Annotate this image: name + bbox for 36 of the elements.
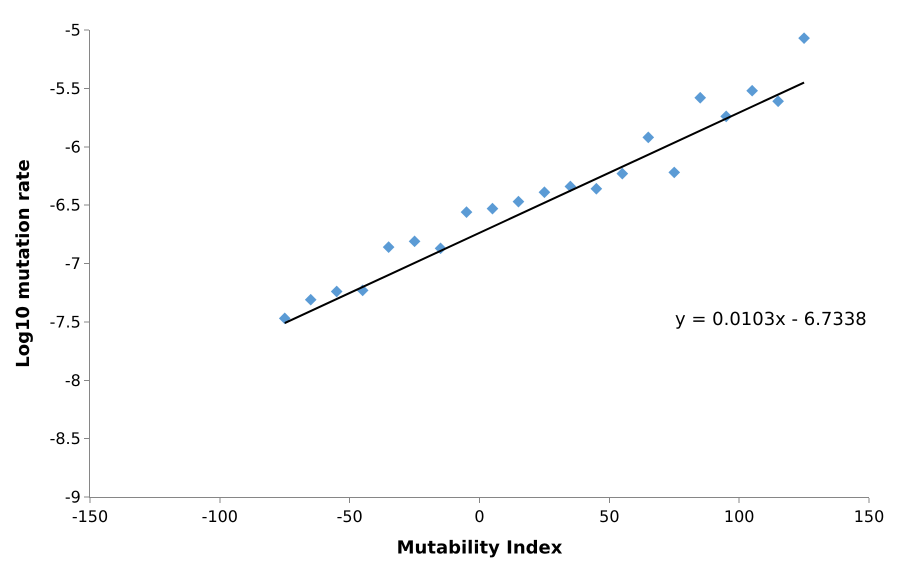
point xyxy=(382,241,394,254)
y-tick-label: -8 xyxy=(64,370,81,390)
x-tick-label: 50 xyxy=(599,507,620,526)
point xyxy=(486,202,498,214)
point xyxy=(772,95,784,108)
point xyxy=(304,294,317,306)
y-tick-label: -7 xyxy=(64,254,81,274)
point xyxy=(330,286,343,298)
y-axis-title: Log10 mutation rate xyxy=(12,159,34,368)
x-tick-label: -50 xyxy=(336,507,363,526)
point xyxy=(668,166,680,178)
point xyxy=(460,206,472,218)
point xyxy=(694,92,706,104)
point xyxy=(538,186,550,198)
y-tick-label: -6.5 xyxy=(50,196,81,215)
point xyxy=(746,84,758,97)
x-axis-title: Mutability Index xyxy=(396,537,563,558)
point xyxy=(798,32,810,44)
point xyxy=(512,196,524,208)
y-tick-label: -5.5 xyxy=(50,78,81,98)
x-tick-label: -100 xyxy=(202,507,238,526)
x-tick-label: 100 xyxy=(724,507,754,526)
y-tick-label: -7.5 xyxy=(50,312,81,332)
y-tick-label: -9 xyxy=(64,488,81,507)
y-tick-label: -8.5 xyxy=(50,429,81,448)
x-tick-label: -150 xyxy=(72,507,108,526)
point xyxy=(616,168,628,180)
point xyxy=(278,312,291,324)
y-tick-label: -5 xyxy=(64,20,81,40)
point xyxy=(590,182,602,195)
point xyxy=(642,132,654,144)
y-tick-label: -6 xyxy=(64,137,81,156)
annotation: y = 0.0103x - 6.7338 xyxy=(675,309,867,330)
x-tick-label: 150 xyxy=(854,507,884,526)
x-tick-label: 0 xyxy=(474,507,485,526)
point xyxy=(408,235,420,248)
